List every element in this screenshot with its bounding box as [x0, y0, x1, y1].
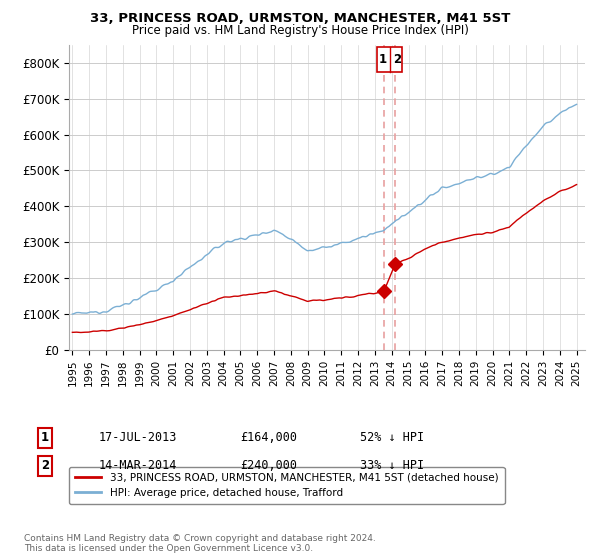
FancyBboxPatch shape: [377, 46, 402, 72]
Text: 33, PRINCESS ROAD, URMSTON, MANCHESTER, M41 5ST: 33, PRINCESS ROAD, URMSTON, MANCHESTER, …: [90, 12, 510, 25]
Text: 2: 2: [393, 53, 401, 66]
Text: £240,000: £240,000: [240, 459, 297, 473]
Text: 52% ↓ HPI: 52% ↓ HPI: [360, 431, 424, 445]
Text: 1: 1: [378, 53, 386, 66]
Text: Contains HM Land Registry data © Crown copyright and database right 2024.
This d: Contains HM Land Registry data © Crown c…: [24, 534, 376, 553]
Text: 33% ↓ HPI: 33% ↓ HPI: [360, 459, 424, 473]
Text: 2: 2: [41, 459, 49, 473]
Text: Price paid vs. HM Land Registry's House Price Index (HPI): Price paid vs. HM Land Registry's House …: [131, 24, 469, 37]
Text: 1: 1: [41, 431, 49, 445]
Text: 14-MAR-2014: 14-MAR-2014: [99, 459, 178, 473]
Text: £164,000: £164,000: [240, 431, 297, 445]
Legend: 33, PRINCESS ROAD, URMSTON, MANCHESTER, M41 5ST (detached house), HPI: Average p: 33, PRINCESS ROAD, URMSTON, MANCHESTER, …: [69, 466, 505, 505]
Text: 17-JUL-2013: 17-JUL-2013: [99, 431, 178, 445]
